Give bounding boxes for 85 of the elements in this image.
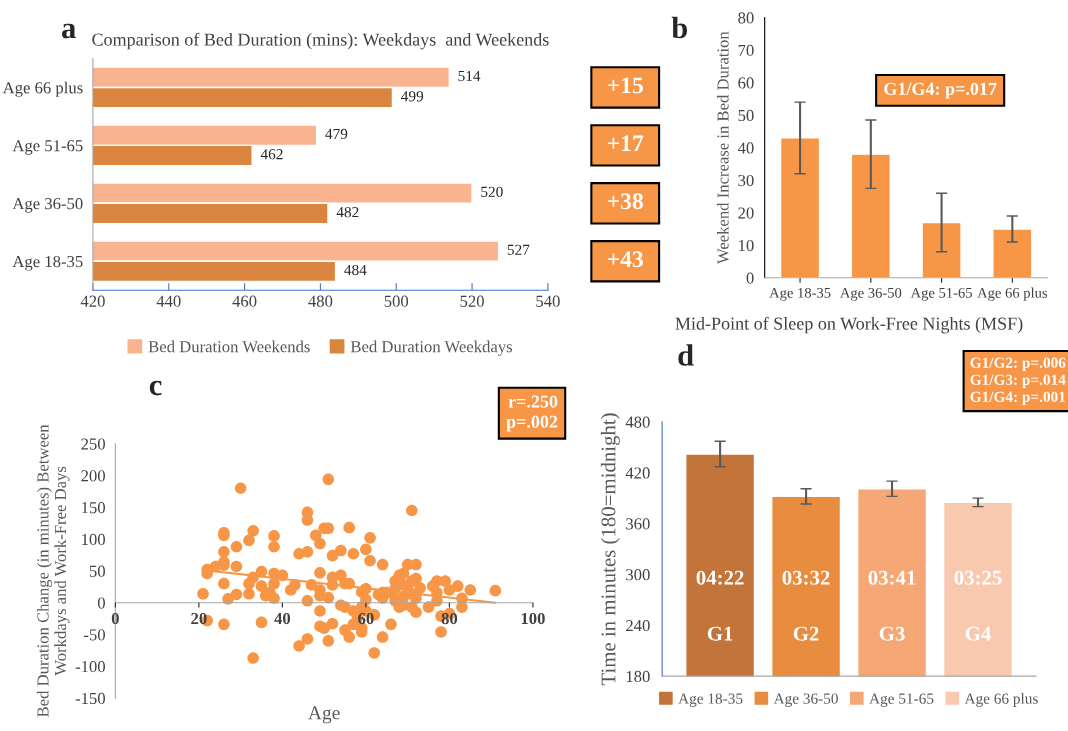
text: G1/G2: p=.006 G1/G3: p=.014 G1/G4: p=.001 <box>970 357 1066 406</box>
text: +15 <box>607 77 643 94</box>
y-tick-label: Age 51-65 <box>12 140 83 155</box>
y-tick-label: 30 <box>738 174 754 187</box>
y-tick-label: 300 <box>626 569 650 581</box>
x-tick-label: 40 <box>274 612 291 625</box>
y-tick-label: 420 <box>625 467 650 479</box>
x-tick-label: 520 <box>460 295 484 307</box>
y-tick-label: 250 <box>81 438 105 450</box>
y-tick-label: 80 <box>738 12 754 24</box>
x-tick-label: Age 66 plus <box>977 287 1048 301</box>
y-tick-label: 0 <box>746 272 754 284</box>
y-axis-title: Bed Duration Change (in minutes) Between Workdays and Work-Free Days <box>36 424 70 717</box>
y-axis-title: Weekend Increase in Bed Duration <box>716 31 729 265</box>
y-tick-label: -150 <box>75 692 105 705</box>
x-tick-label: 100 <box>521 612 545 625</box>
y-tick-label: 20 <box>738 207 754 219</box>
data-label: 479 <box>325 128 348 140</box>
y-tick-label: 40 <box>737 142 754 154</box>
y-tick-label: 240 <box>626 620 650 632</box>
annotation: 03:41 <box>868 570 916 585</box>
text: +17 <box>607 135 644 152</box>
y-tick-label: 200 <box>81 470 105 482</box>
y-tick-label: 10 <box>739 239 754 252</box>
legend-label: Age 18-35 <box>678 693 743 707</box>
legend-label: Bed Duration Weekdays <box>350 340 513 356</box>
x-tick-label: 60 <box>358 612 374 625</box>
y-tick-label: 50 <box>738 109 754 122</box>
legend-label: Bed Duration Weekends <box>148 340 310 353</box>
y-tick-label: Age 36-50 <box>12 197 83 213</box>
bar <box>992 228 1033 278</box>
data-label: 527 <box>507 244 530 255</box>
data-label: 520 <box>481 186 503 197</box>
y-tick-label: 360 <box>626 518 650 530</box>
bar <box>779 137 821 278</box>
bar <box>850 153 891 278</box>
y-tick-label: 150 <box>82 502 105 514</box>
annotation: 03:32 <box>782 570 830 585</box>
annotation: G1 <box>707 626 733 641</box>
x-axis-title: Age <box>308 706 340 724</box>
data-label: 462 <box>260 149 283 160</box>
y-tick-label: -50 <box>84 629 105 641</box>
x-tick-label: 0 <box>111 612 119 625</box>
x-tick-label: Age 36-50 <box>839 287 902 301</box>
y-tick-label: Age 18-35 <box>12 255 83 271</box>
annotation: G2 <box>793 626 819 641</box>
y-tick-label: 100 <box>82 533 105 546</box>
y-tick-label: Age 66 plus <box>2 81 83 97</box>
annotation: G1/G4: p=.017 <box>884 82 997 99</box>
y-tick-label: 180 <box>626 670 650 683</box>
data-label: 514 <box>458 70 481 82</box>
y-tick-label: -100 <box>75 661 105 673</box>
y-tick-label: 50 <box>89 565 105 577</box>
text: b <box>671 16 688 39</box>
annotation: G3 <box>879 626 905 641</box>
text: a <box>62 23 76 39</box>
y-axis-title: Time in minutes (180=midnight) <box>600 413 620 686</box>
text: +38 <box>607 193 643 210</box>
y-tick-label: 480 <box>625 416 650 428</box>
data-label: 499 <box>401 91 424 102</box>
x-tick-label: Age 18-35 <box>769 287 831 301</box>
annotation: 04:22 <box>696 570 744 585</box>
legend-label: Age 66 plus <box>964 693 1038 707</box>
x-tick-label: 480 <box>308 295 333 307</box>
x-tick-label: 460 <box>232 295 257 307</box>
annotation: 03:25 <box>954 570 1002 585</box>
chart-title: Comparison of Bed Duration (mins): Weekdays and Weekends <box>92 32 549 50</box>
text: +43 <box>607 251 643 268</box>
chart-title: Mid-Point of Sleep on Work-Free Nights (MSF) <box>675 316 1023 334</box>
x-tick-label: 440 <box>156 295 181 307</box>
legend-label: Age 36-50 <box>773 693 838 707</box>
x-tick-label: 540 <box>536 295 560 307</box>
annotation: G4 <box>965 626 991 641</box>
y-tick-label: 0 <box>97 597 105 609</box>
y-tick-label: 60 <box>738 77 754 89</box>
data-label: 482 <box>336 206 359 218</box>
bar <box>921 221 962 278</box>
data-label: 484 <box>344 264 367 276</box>
text: r=.250 p=.002 <box>506 395 558 432</box>
text: c <box>149 380 162 396</box>
x-tick-label: 500 <box>384 295 409 307</box>
legend-label: Age 51-65 <box>869 693 934 707</box>
text: d <box>678 344 694 366</box>
x-tick-label: Age 51-65 <box>910 287 972 301</box>
y-tick-label: 70 <box>738 44 754 57</box>
